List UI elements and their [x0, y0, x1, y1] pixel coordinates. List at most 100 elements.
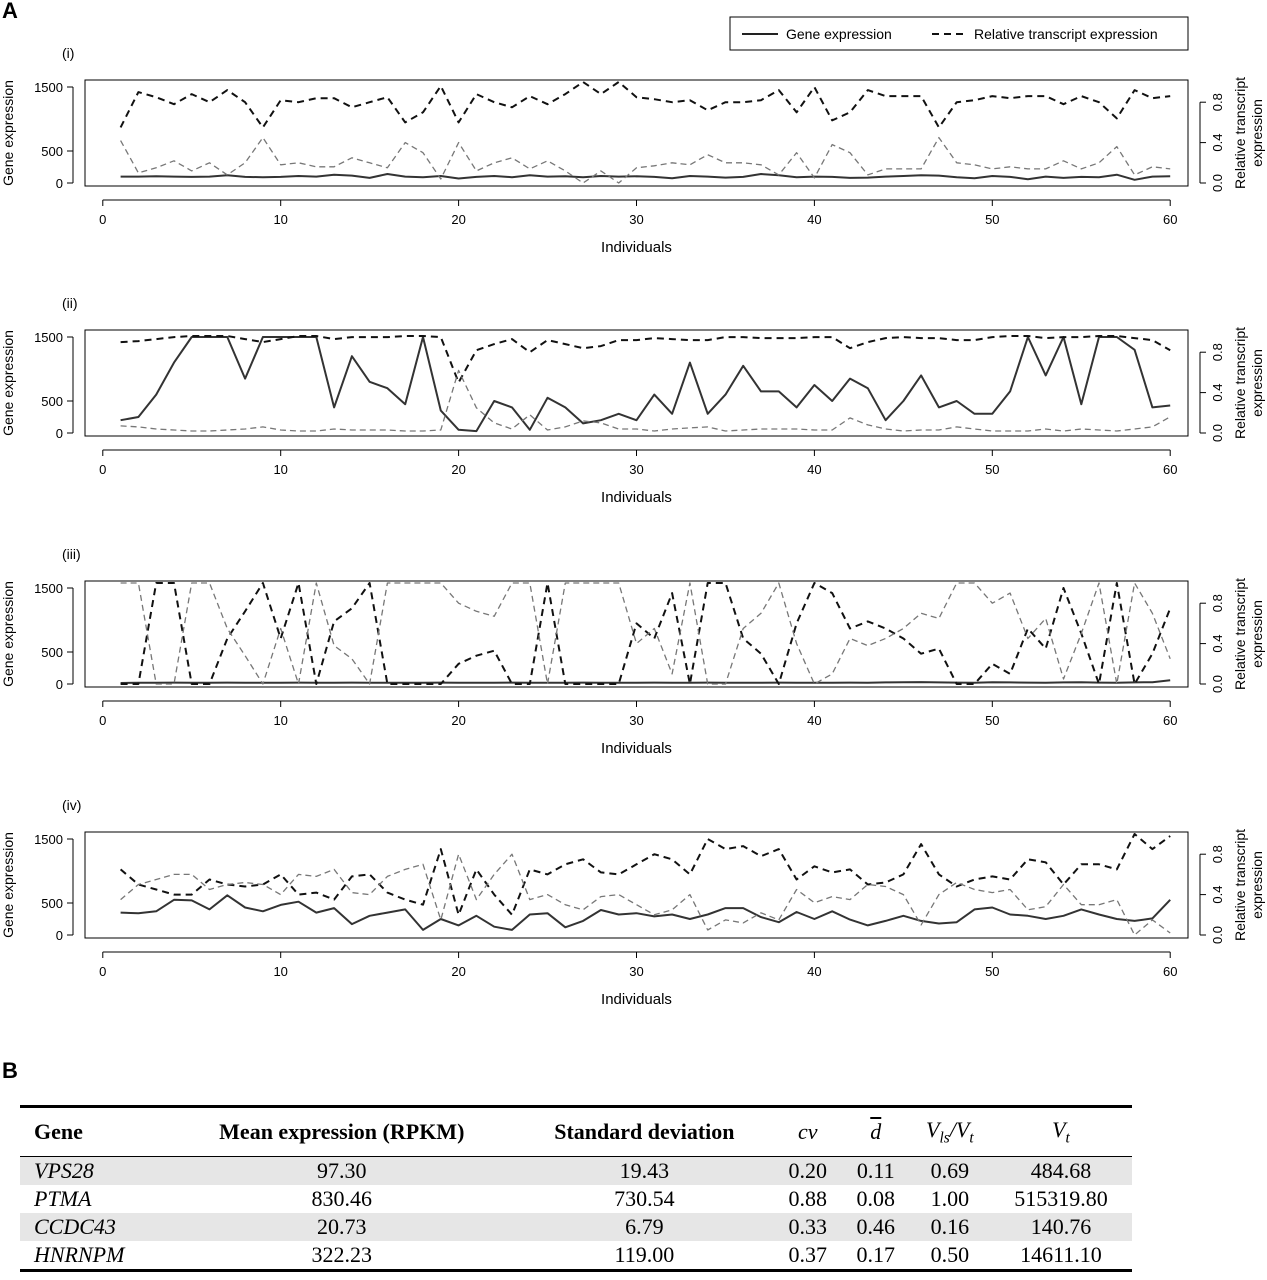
summary-table: Gene Mean expression (RPKM) Standard dev… [20, 1105, 1132, 1272]
series-transcript-2-line [120, 369, 1171, 432]
x-tick-label: 0 [99, 964, 106, 979]
table-row: VPS28 97.30 19.43 0.20 0.11 0.69 484.68 [20, 1156, 1132, 1185]
table-row: CCDC43 20.73 6.79 0.33 0.46 0.16 140.76 [20, 1213, 1132, 1241]
x-tick-label: 40 [807, 964, 821, 979]
cell-vls: 0.50 [930, 1242, 970, 1267]
table-header-row: Gene Mean expression (RPKM) Standard dev… [20, 1106, 1132, 1157]
x-tick-label: 60 [1163, 964, 1177, 979]
panel-label: (ii) [62, 295, 78, 311]
cell-vt: 484.68 [989, 1156, 1132, 1185]
legend: Gene expression Relative transcript expre… [729, 16, 1189, 51]
series-gene-expression-line [120, 679, 1171, 684]
y-tick-label-left: 1500 [34, 581, 63, 596]
x-tick-label: 50 [985, 212, 999, 227]
y-axis-label-right-cont: expression [1249, 600, 1265, 668]
plot-frame [84, 79, 1189, 187]
y-tick-label-left: 500 [41, 896, 63, 911]
y-tick-label-left: 0 [56, 677, 63, 692]
x-tick-label: 60 [1163, 713, 1177, 728]
series-gene-expression-line [120, 173, 1171, 181]
y-tick-label-right: 0.4 [1210, 635, 1225, 653]
cell-sd: 19.43 [514, 1156, 774, 1185]
series-transcript-1-line [120, 335, 1171, 384]
y-tick-label-right: 0.0 [1210, 424, 1225, 442]
series-transcript-1-line [119, 81, 1171, 129]
y-tick-label-right: 0.8 [1210, 594, 1225, 612]
series-group [120, 582, 1172, 685]
chart-panel-4: (iv) 0 10 20 30 40 50 60 Individuals 0 500 1500 Gene… [0, 797, 1265, 1008]
cell-cv: 0.33 [773, 1213, 842, 1241]
panel-label: (iii) [62, 546, 81, 562]
header-vt: Vt [1052, 1116, 1070, 1147]
y-tick-label-right: 0.0 [1210, 174, 1225, 192]
figure-panel-a: Gene expression Relative transcript expre… [0, 16, 1265, 1008]
x-tick-label: 60 [1163, 212, 1177, 227]
series-transcript-1-line [119, 833, 1171, 916]
legend-label-relative-transcript: Relative transcript expression [974, 26, 1158, 42]
cell-cv: 0.88 [788, 1186, 828, 1211]
y-tick-label-left: 1500 [34, 330, 63, 345]
cell-sd: 119.00 [614, 1242, 675, 1267]
x-tick-label: 40 [807, 462, 821, 477]
cell-vls: 0.69 [909, 1156, 990, 1185]
header-gene: Gene [34, 1119, 83, 1144]
x-tick-label: 30 [629, 964, 643, 979]
cell-sd: 730.54 [614, 1186, 675, 1211]
y-tick-label-left: 0 [56, 426, 63, 441]
y-axis-label-right-cont: expression [1249, 349, 1265, 417]
panel-a-letter: A [2, 0, 18, 23]
y-tick-label-right: 0.4 [1210, 384, 1225, 402]
x-tick-label: 10 [273, 964, 287, 979]
series-gene-expression-line [120, 336, 1171, 433]
y-tick-label-left: 0 [56, 176, 63, 191]
y-axis-label-right: Relative transcript [1232, 578, 1248, 690]
cell-d: 0.11 [841, 1156, 910, 1185]
cell-mean: 322.23 [311, 1242, 373, 1267]
y-tick-label-left: 500 [41, 144, 63, 159]
table-row: PTMA 830.46 730.54 0.88 0.08 1.00 515319… [20, 1185, 1132, 1213]
x-tick-label: 30 [629, 713, 643, 728]
y-tick-label-left: 0 [56, 928, 63, 943]
header-sd: Standard deviation [554, 1119, 735, 1144]
series-group [119, 81, 1171, 184]
cell-mean: 830.46 [311, 1186, 373, 1211]
panel-b-letter: B [2, 1058, 18, 1083]
y-axis-label-right: Relative transcript [1232, 327, 1248, 439]
cell-sd: 6.79 [514, 1213, 774, 1241]
cell-vt: 14611.10 [1020, 1242, 1102, 1267]
plot-frame [84, 580, 1189, 688]
cell-gene: HNRNPM [34, 1242, 125, 1267]
x-tick-label: 50 [985, 462, 999, 477]
y-tick-label-right: 0.0 [1210, 675, 1225, 693]
panel-label: (iv) [62, 797, 81, 813]
panel-label: (i) [62, 45, 74, 61]
y-tick-label-right: 0.4 [1210, 886, 1225, 904]
y-tick-label-left: 1500 [34, 832, 63, 847]
cell-d: 0.17 [856, 1242, 896, 1267]
series-group [119, 833, 1171, 936]
y-axis-label-left: Gene expression [0, 80, 16, 186]
x-tick-label: 20 [451, 212, 465, 227]
x-tick-label: 20 [451, 964, 465, 979]
y-tick-label-right: 0.4 [1210, 134, 1225, 152]
chart-panel-2: (ii) 0 10 20 30 40 50 60 Individuals 0 500 1500 Gene… [0, 295, 1265, 506]
x-tick-label: 50 [985, 713, 999, 728]
series-transcript-2-line [120, 136, 1171, 184]
x-tick-label: 10 [273, 713, 287, 728]
y-axis-label-left: Gene expression [0, 581, 16, 687]
cell-gene: PTMA [34, 1186, 92, 1211]
x-axis-label: Individuals [601, 489, 672, 506]
x-tick-label: 60 [1163, 462, 1177, 477]
cell-mean: 97.30 [168, 1156, 515, 1185]
y-tick-label-left: 500 [41, 394, 63, 409]
table-row: HNRNPM 322.23 119.00 0.37 0.17 0.50 1461… [20, 1241, 1132, 1271]
cell-mean: 20.73 [168, 1213, 515, 1241]
series-transcript-2-line [120, 582, 1171, 685]
cell-gene: CCDC43 [20, 1213, 169, 1241]
chart-panel-1: (i) 0 10 20 30 40 50 60 Individuals 0 500 1500 Gene … [0, 45, 1265, 256]
x-tick-label: 0 [99, 462, 106, 477]
cell-vt: 140.76 [989, 1213, 1132, 1241]
cell-d: 0.46 [841, 1213, 910, 1241]
cell-cv: 0.20 [773, 1156, 842, 1185]
header-cv: cv [798, 1119, 818, 1144]
